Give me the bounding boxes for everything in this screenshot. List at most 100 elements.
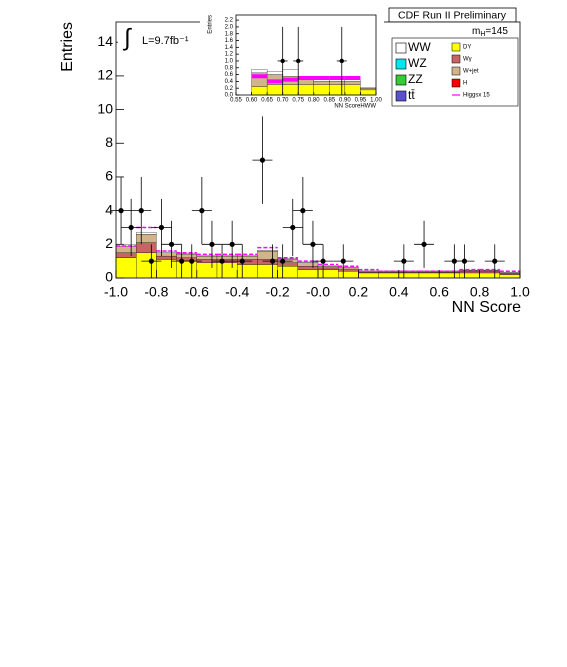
y-tick-label: 2.2 xyxy=(225,18,234,24)
hist-bar xyxy=(196,262,218,279)
hist-bar xyxy=(196,255,218,257)
data-point xyxy=(158,224,165,231)
data-point xyxy=(401,258,407,264)
data-point xyxy=(340,258,346,264)
hist-bar xyxy=(298,84,314,96)
hist-bar xyxy=(156,259,177,279)
data-point xyxy=(148,258,154,264)
data-point xyxy=(168,241,175,247)
y-tick-label: 14 xyxy=(97,33,113,49)
data-point xyxy=(229,241,235,247)
x-tick-label: 0.60 xyxy=(246,98,258,104)
hist-bar xyxy=(313,84,330,96)
hist-bar xyxy=(360,88,377,91)
hist-bar xyxy=(156,252,177,257)
hist-bar xyxy=(216,255,238,260)
hist-bar xyxy=(257,250,278,252)
luminosity: L=9.7fb⁻¹ xyxy=(142,35,189,47)
data-point xyxy=(492,258,498,264)
legend-label: Higgsx 15 xyxy=(463,93,490,99)
hist-bar xyxy=(257,250,278,260)
legend-swatch xyxy=(451,54,461,64)
y-tick-label: 4 xyxy=(105,201,113,217)
hist-bar xyxy=(176,253,197,255)
hist-bar xyxy=(297,269,319,279)
lumi-box xyxy=(118,24,193,54)
data-point xyxy=(138,208,144,214)
hist-bar xyxy=(136,234,157,243)
mass-value: =145 xyxy=(485,26,508,37)
hist-bar xyxy=(297,262,319,267)
legend-swatch xyxy=(395,42,407,54)
x-tick-label: -0.0 xyxy=(306,284,330,300)
x-tick-label: 0.2 xyxy=(349,284,369,300)
hist-bar xyxy=(329,84,346,96)
y-tick-label: 1.4 xyxy=(225,45,234,51)
x-tick-label: 0.75 xyxy=(292,98,304,104)
data-point xyxy=(451,258,457,264)
hist-bar xyxy=(338,269,359,272)
hist-bar xyxy=(216,255,238,257)
legend-label: ZZ xyxy=(408,72,423,86)
mass-label: mH=145 xyxy=(472,26,508,38)
data-point xyxy=(209,241,215,247)
hist-bar xyxy=(196,255,218,260)
x-tick-label: 0.80 xyxy=(308,98,320,104)
hist-bar xyxy=(115,245,137,253)
hist-bar xyxy=(277,266,298,279)
legend-swatch xyxy=(451,42,461,52)
hist-bar xyxy=(313,81,330,85)
x-tick-label: -0.8 xyxy=(144,284,168,300)
hist-bar xyxy=(459,272,480,279)
hist-bar xyxy=(338,267,359,270)
y-tick-label: 0.6 xyxy=(225,72,234,78)
hist-bar xyxy=(338,271,359,279)
data-point xyxy=(269,258,276,264)
data-point xyxy=(199,208,205,214)
legend-label: WW xyxy=(408,40,431,54)
data-point xyxy=(128,224,134,231)
hist-bar xyxy=(237,264,258,279)
data-point xyxy=(179,258,185,264)
hist-bar xyxy=(176,254,197,258)
data-point xyxy=(300,208,306,214)
hist-bar xyxy=(216,262,238,279)
y-tick-label: 0 xyxy=(105,269,113,285)
legend-label: Wγ xyxy=(463,57,472,63)
hist-bar xyxy=(378,272,399,279)
hist-bar xyxy=(479,272,500,279)
y-tick-label: 6 xyxy=(105,168,113,184)
y-tick-label: 0.8 xyxy=(225,65,234,71)
y-tick-label: 2.0 xyxy=(225,24,234,30)
data-point xyxy=(461,258,468,264)
data-point xyxy=(280,58,285,64)
legend-label: tt̄ xyxy=(408,88,415,102)
x-tick-label: -0.6 xyxy=(185,284,209,300)
legend-label: WZ xyxy=(408,56,427,70)
y-tick-label: 1.0 xyxy=(225,59,234,65)
x-tick-label: 0.6 xyxy=(429,284,449,300)
hist-bar xyxy=(136,252,157,279)
hist-bar xyxy=(360,89,377,96)
hist-bar xyxy=(237,255,258,260)
data-point xyxy=(259,157,266,163)
data-point xyxy=(320,258,326,264)
hist-bar xyxy=(251,69,268,74)
x-tick-label: 0.65 xyxy=(261,98,273,104)
mass-subscript: H xyxy=(480,31,485,38)
x-tick-label: 0.90 xyxy=(339,98,351,104)
hist-bar xyxy=(282,84,299,96)
legend-swatch xyxy=(395,74,407,86)
hist-bar xyxy=(115,257,137,279)
hist-bar xyxy=(358,272,379,279)
y-tick-label: 8 xyxy=(105,134,113,150)
x-tick-label: -1.0 xyxy=(104,284,128,300)
mass-symbol: m xyxy=(472,26,480,37)
hist-bar xyxy=(439,272,460,279)
hist-bar xyxy=(277,262,298,267)
data-point xyxy=(339,58,344,64)
hist-bar xyxy=(115,252,137,258)
hist-bar xyxy=(136,242,157,253)
